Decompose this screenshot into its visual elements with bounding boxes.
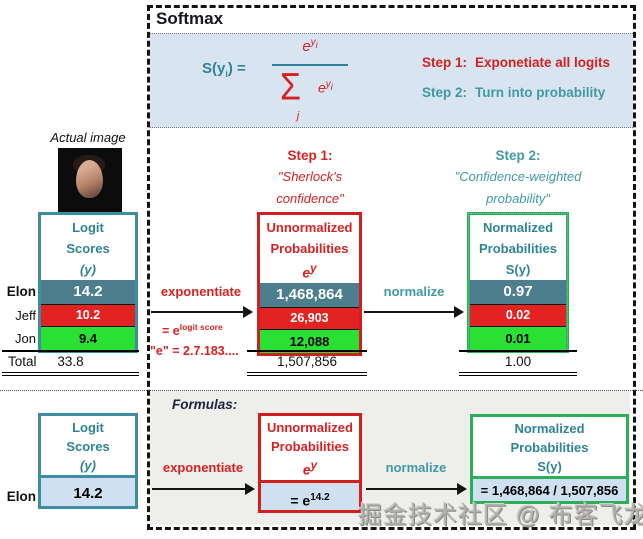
normalize-label: normalize: [383, 284, 445, 299]
formula-panel: S(yi) = eyi Σ eyi j Step 1: Exponetiate a…: [150, 33, 633, 128]
logit-total: Total 33.8: [2, 350, 139, 376]
normalize-arrow: [364, 306, 464, 318]
norm-value-jon: 0.01: [470, 327, 566, 350]
formula-denominator-term: eyi: [318, 79, 333, 96]
formulas-logit-table: Logit Scores (y) 14.2: [38, 413, 138, 509]
e-to-y-math: ey: [302, 262, 317, 281]
formulas-unnorm-value: = e14.2: [261, 479, 359, 510]
formulas-norm-value: = 1,468,864 / 1,507,856: [473, 476, 626, 501]
logit-value-elon: 14.2: [41, 280, 135, 304]
watermark-text: 掘金技术社区 @ 布客飞龙: [358, 502, 643, 529]
normalized-table-header: Normalized Probabilities S(y): [478, 220, 558, 277]
formula-numerator: eyi: [302, 37, 318, 55]
formulas-unnormalized-table: Unnormalized Probabilities ey = e14.2: [258, 413, 362, 513]
e-logit-score-formula: = elogit score: [162, 322, 223, 339]
row-label-jon: Jon: [15, 331, 36, 346]
norm-value-jeff: 0.02: [470, 304, 566, 327]
unnormalized-table-header: Unnormalized Probabilities ey: [260, 215, 359, 283]
unnorm-value-elon: 1,468,864: [260, 282, 359, 307]
step2-title: Step 2:: [495, 148, 541, 163]
formulas-normalize-arrow: [366, 483, 467, 495]
normalized-total: 1.00: [459, 350, 577, 376]
step1-title: Step 1:: [287, 148, 333, 163]
formulas-unnorm-header: Unnormalized Probabilities ey: [261, 416, 359, 480]
formulas-logit-header: Logit Scores (y): [66, 420, 110, 473]
header-step2: Step 2: Turn into probability: [422, 85, 606, 100]
sigma-symbol: Σ: [280, 65, 302, 109]
formula-lhs: S(yi) =: [202, 60, 246, 79]
formulas-label: Formulas:: [172, 397, 238, 412]
unnormalized-table: Unnormalized Probabilities ey 1,468,864 …: [257, 212, 362, 356]
formulas-normalized-table: Normalized Probabilities S(y) = 1,468,86…: [470, 414, 629, 504]
elon-photo: [58, 148, 122, 212]
step1-quote-line1: "Sherlock's: [277, 169, 343, 184]
unnorm-value-jon: 12,088: [260, 329, 359, 353]
exponentiate-label: exponentiate: [160, 284, 242, 299]
row-label-jeff: Jeff: [15, 308, 36, 323]
exponentiate-arrow: [151, 306, 253, 318]
unnorm-value-jeff: 26,903: [260, 306, 359, 330]
formulas-exponentiate-arrow: [152, 483, 255, 495]
formulas-exponentiate-label: exponentiate: [162, 460, 244, 475]
logit-value-jeff: 10.2: [41, 304, 135, 327]
page-title: Softmax: [156, 9, 224, 28]
photo-face-shape: [76, 160, 103, 198]
step2-quote-line1: "Confidence-weighted: [454, 169, 582, 184]
main-dashed-frame: [147, 5, 636, 530]
formulas-normalize-label: normalize: [385, 460, 447, 475]
e-constant-note: "e" = 2.7.183....: [150, 344, 239, 358]
formulas-row-label-elon: Elon: [6, 489, 36, 504]
fraction-bar: [272, 64, 348, 66]
row-label-elon: Elon: [6, 284, 36, 299]
logit-value-jon: 9.4: [41, 327, 135, 350]
e-to-y-math-bottom: ey: [302, 459, 318, 478]
norm-value-elon: 0.97: [470, 280, 566, 304]
logit-scores-table: Logit Scores (y) 14.2 10.2 9.4: [38, 212, 138, 353]
formulas-norm-header: Normalized Probabilities S(y): [510, 421, 589, 474]
logit-total-value: 33.8: [57, 354, 84, 369]
unnormalized-total: 1,507,856: [247, 350, 367, 376]
header-step1: Step 1: Exponetiate all logits: [422, 55, 611, 70]
logit-table-header: Logit Scores (y): [66, 220, 110, 277]
actual-image-label: Actual image: [50, 130, 126, 145]
normalized-table: Normalized Probabilities S(y) 0.97 0.02 …: [467, 212, 569, 353]
sigma-index: j: [296, 110, 300, 122]
step2-quote-line2: probability": [486, 191, 550, 206]
formulas-logit-value: 14.2: [41, 475, 135, 506]
total-label: Total: [8, 354, 37, 369]
dotted-separator: [0, 390, 643, 391]
step1-quote-line2: confidence": [276, 191, 344, 206]
